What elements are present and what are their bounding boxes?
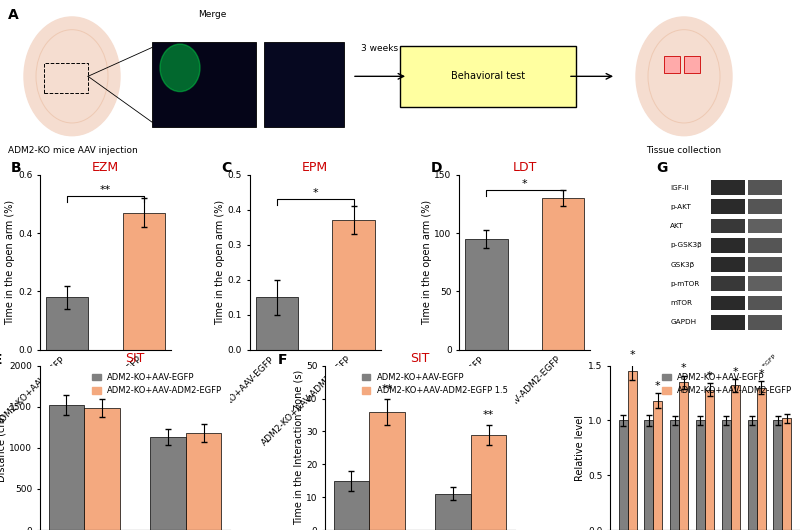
- Text: IGF-II: IGF-II: [670, 184, 689, 191]
- Bar: [49, 405, 84, 530]
- Bar: [123, 213, 165, 350]
- Bar: [711, 218, 745, 234]
- Bar: [645, 420, 654, 530]
- Text: ADM2-KO+AAV-ADM2-EGFP: ADM2-KO+AAV-ADM2-EGFP: [765, 354, 800, 418]
- Bar: [747, 199, 782, 214]
- Bar: [711, 180, 745, 195]
- Bar: [670, 420, 679, 530]
- Text: A: A: [8, 8, 18, 22]
- Bar: [628, 371, 637, 530]
- Text: *: *: [522, 179, 528, 189]
- Bar: [435, 494, 471, 530]
- Bar: [256, 297, 298, 350]
- Bar: [679, 382, 688, 530]
- Text: G: G: [656, 161, 667, 175]
- Text: **: **: [100, 185, 111, 195]
- Text: AKT: AKT: [670, 223, 684, 229]
- Bar: [471, 435, 506, 530]
- Bar: [711, 315, 745, 330]
- Bar: [711, 276, 745, 291]
- Text: D: D: [430, 161, 442, 175]
- Ellipse shape: [636, 17, 732, 136]
- Bar: [747, 257, 782, 272]
- Bar: [747, 296, 782, 311]
- Title: LDT: LDT: [513, 161, 537, 174]
- Bar: [757, 387, 766, 530]
- Bar: [730, 385, 740, 530]
- Bar: [664, 56, 680, 73]
- Bar: [747, 180, 782, 195]
- Bar: [186, 433, 222, 530]
- Text: B: B: [11, 161, 22, 175]
- Text: **: **: [382, 384, 393, 394]
- Bar: [711, 257, 745, 272]
- Text: ADM2-KO+AAV-EGFP: ADM2-KO+AAV-EGFP: [728, 354, 778, 403]
- Text: *: *: [733, 367, 738, 377]
- Text: Tissue collection: Tissue collection: [646, 146, 722, 155]
- Legend: ADM2-KO+AAV-EGFP, ADM2-KO+AAV-ADM2-EGFP 1.5: ADM2-KO+AAV-EGFP, ADM2-KO+AAV-ADM2-EGFP …: [358, 370, 511, 399]
- Bar: [654, 401, 662, 530]
- Legend: ADM2-KO+AAV-EGFP, ADM2-KO+AAV-ADM2-EGFP: ADM2-KO+AAV-EGFP, ADM2-KO+AAV-ADM2-EGFP: [89, 370, 226, 399]
- Text: Merge: Merge: [198, 10, 226, 19]
- Title: SIT: SIT: [126, 351, 145, 365]
- Bar: [774, 420, 782, 530]
- Bar: [747, 315, 782, 330]
- Bar: [466, 239, 507, 350]
- Bar: [334, 481, 369, 530]
- Bar: [150, 437, 186, 530]
- Bar: [782, 418, 791, 530]
- Y-axis label: Time in the Interaction Zone (s): Time in the Interaction Zone (s): [293, 370, 303, 525]
- Bar: [684, 56, 700, 73]
- Text: Behavioral test: Behavioral test: [451, 72, 525, 81]
- Text: E: E: [0, 352, 2, 367]
- Text: 3 weeks: 3 weeks: [362, 44, 398, 53]
- Title: SIT: SIT: [410, 351, 430, 365]
- Bar: [722, 420, 730, 530]
- Bar: [711, 238, 745, 253]
- Bar: [747, 238, 782, 253]
- Ellipse shape: [160, 44, 200, 92]
- Bar: [46, 297, 88, 350]
- Bar: [618, 420, 628, 530]
- Text: *: *: [706, 371, 712, 381]
- Text: p-AKT: p-AKT: [670, 204, 691, 210]
- Bar: [747, 420, 757, 530]
- Text: C: C: [221, 161, 231, 175]
- Title: EPM: EPM: [302, 161, 328, 174]
- FancyBboxPatch shape: [400, 46, 576, 107]
- Bar: [333, 220, 374, 350]
- Text: *: *: [681, 364, 686, 373]
- Text: *: *: [630, 350, 635, 360]
- Y-axis label: Time in the open arm (%): Time in the open arm (%): [215, 200, 225, 325]
- Bar: [542, 198, 584, 350]
- Bar: [369, 412, 405, 530]
- Bar: [711, 296, 745, 311]
- Y-axis label: Relative level: Relative level: [575, 415, 586, 481]
- Legend: ADM2-KO+AAV-EGFP, ADM2-KO+AAV-ADM2-EGFP: ADM2-KO+AAV-EGFP, ADM2-KO+AAV-ADM2-EGFP: [659, 370, 796, 399]
- Text: GSK3β: GSK3β: [670, 261, 694, 268]
- Bar: [705, 390, 714, 530]
- Text: p-GSK3β: p-GSK3β: [670, 242, 702, 248]
- Text: *: *: [312, 188, 318, 198]
- Text: mTOR: mTOR: [670, 300, 692, 306]
- Bar: [747, 276, 782, 291]
- Text: p-mTOR: p-mTOR: [670, 281, 699, 287]
- Y-axis label: Time in the open arm (%): Time in the open arm (%): [6, 200, 15, 325]
- Text: F: F: [278, 352, 287, 367]
- Bar: [696, 420, 705, 530]
- Text: GAPDH: GAPDH: [670, 319, 697, 325]
- Text: **: **: [483, 410, 494, 420]
- Bar: [711, 199, 745, 214]
- Text: ADM2-KO mice AAV injection: ADM2-KO mice AAV injection: [8, 146, 138, 155]
- Title: EZM: EZM: [92, 161, 119, 174]
- Text: *: *: [655, 381, 661, 391]
- Bar: [747, 218, 782, 234]
- Ellipse shape: [24, 17, 120, 136]
- Text: *: *: [758, 369, 764, 379]
- Y-axis label: Time in the open arm (%): Time in the open arm (%): [422, 200, 432, 325]
- Y-axis label: Distance (cm): Distance (cm): [0, 413, 6, 482]
- Bar: [84, 408, 120, 530]
